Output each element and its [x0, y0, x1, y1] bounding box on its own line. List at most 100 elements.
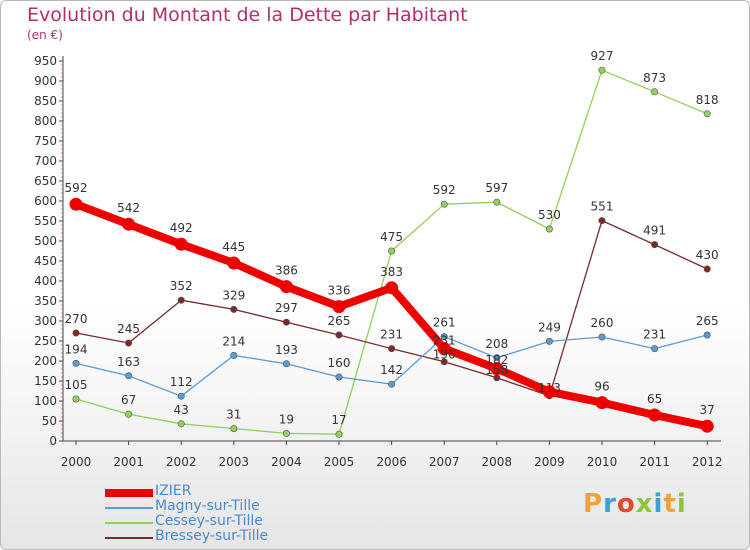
data-label-overlap: 196 [433, 348, 456, 362]
data-label: 31 [226, 408, 241, 422]
data-point [335, 373, 343, 381]
data-point [595, 396, 609, 410]
data-label: 592 [433, 183, 456, 197]
data-point [651, 241, 659, 249]
data-point [440, 358, 448, 366]
data-label: 231 [643, 328, 666, 342]
data-point [125, 339, 133, 347]
data-label: 386 [275, 264, 298, 278]
y-tick-label: 300 [34, 314, 57, 328]
data-point [230, 305, 238, 313]
data-point [177, 296, 185, 304]
data-point [703, 110, 711, 118]
data-label: 142 [380, 363, 403, 377]
y-tick-label: 50 [42, 414, 57, 428]
data-point [598, 66, 606, 74]
y-tick-label: 400 [34, 274, 57, 288]
x-tick-label: 2003 [219, 455, 250, 469]
data-label: 475 [380, 230, 403, 244]
y-tick-label: 550 [34, 214, 57, 228]
data-label: 297 [275, 301, 298, 315]
x-tick-label: 2004 [271, 455, 302, 469]
data-point [125, 410, 133, 418]
data-point [72, 395, 80, 403]
x-tick-label: 2008 [482, 455, 513, 469]
data-point [545, 225, 553, 233]
data-point [282, 360, 290, 368]
data-label: 17 [331, 413, 346, 427]
data-label: 37 [700, 403, 715, 417]
legend-swatch [105, 489, 153, 497]
data-point [703, 265, 711, 273]
data-label: 329 [222, 288, 245, 302]
y-tick-label: 900 [34, 74, 57, 88]
data-label-overlap: 231 [433, 334, 456, 348]
data-point [493, 198, 501, 206]
x-tick-label: 2010 [587, 455, 618, 469]
data-label: 597 [485, 181, 508, 195]
data-point [388, 380, 396, 388]
data-label: 249 [538, 320, 561, 334]
x-tick-label: 2011 [639, 455, 670, 469]
proxiti-logo: Proxiti [583, 489, 687, 519]
data-label: 105 [65, 378, 88, 392]
data-point [177, 392, 185, 400]
data-point [385, 281, 399, 295]
data-point [335, 430, 343, 438]
data-point [335, 331, 343, 339]
data-label: 43 [174, 403, 189, 417]
data-label: 260 [591, 316, 614, 330]
legend-label: Magny-sur-Tille [155, 498, 260, 514]
data-point [493, 354, 501, 362]
data-label: 270 [65, 312, 88, 326]
data-point [69, 197, 83, 211]
data-point [174, 237, 188, 251]
x-tick-label: 2002 [166, 455, 197, 469]
data-point [542, 385, 556, 399]
data-point [598, 333, 606, 341]
y-tick-label: 0 [49, 434, 57, 448]
x-tick-label: 2005 [324, 455, 355, 469]
data-label: 492 [170, 221, 193, 235]
data-label: 19 [279, 412, 294, 426]
chart-subtitle: (en €) [27, 28, 63, 42]
legend-swatch [105, 507, 153, 509]
data-point [177, 420, 185, 428]
data-point [332, 300, 346, 314]
data-label: 873 [643, 71, 666, 85]
data-label: 352 [170, 279, 193, 293]
data-point [545, 337, 553, 345]
x-tick-label: 2000 [61, 455, 92, 469]
legend-label: Cessey-sur-Tille [155, 513, 263, 529]
data-point [230, 425, 238, 433]
data-point [72, 359, 80, 367]
data-label: 231 [380, 328, 403, 342]
data-label: 592 [65, 181, 88, 195]
data-point [72, 329, 80, 337]
data-point [279, 280, 293, 294]
data-label: 551 [591, 200, 614, 214]
y-tick-label: 700 [34, 154, 57, 168]
legend-label: IZIER [155, 483, 192, 499]
data-label: 491 [643, 224, 666, 238]
y-tick-label: 100 [34, 394, 57, 408]
data-point [700, 419, 714, 433]
data-point [230, 351, 238, 359]
x-tick-label: 2001 [113, 455, 144, 469]
data-point [598, 217, 606, 225]
data-label: 818 [696, 93, 719, 107]
data-point [703, 331, 711, 339]
data-point [227, 256, 241, 270]
x-tick-label: 2009 [534, 455, 565, 469]
data-point [648, 408, 662, 422]
data-label: 445 [222, 240, 245, 254]
x-tick-label: 2012 [692, 455, 723, 469]
data-point [440, 200, 448, 208]
data-label: 265 [328, 314, 351, 328]
y-tick-label: 250 [34, 334, 57, 348]
y-tick-label: 750 [34, 134, 57, 148]
y-tick-label: 950 [34, 54, 57, 68]
data-point [490, 362, 504, 376]
data-point [282, 318, 290, 326]
